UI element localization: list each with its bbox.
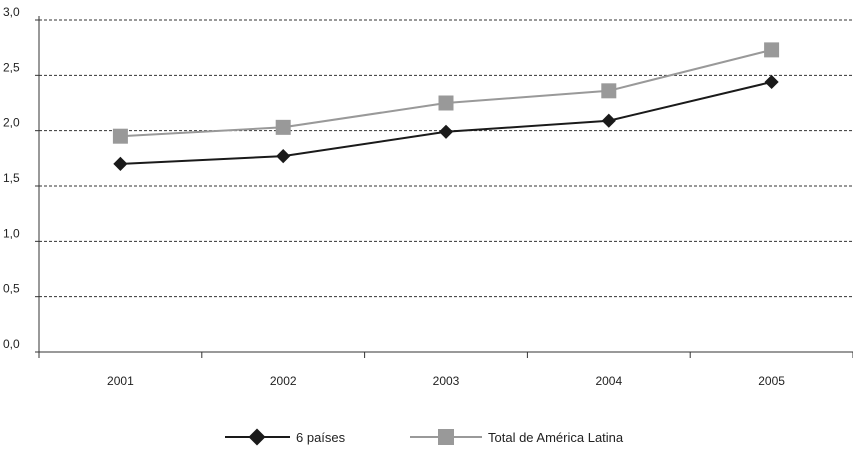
series-layer (112, 42, 780, 171)
data-point-diamond (764, 74, 779, 90)
data-point-diamond (438, 124, 454, 139)
y-tick-label: 2,5 (3, 60, 20, 74)
y-tick-label: 2,0 (3, 116, 20, 130)
legend: 6 países Total de América Latina (225, 428, 624, 446)
legend-marker-6-paises (248, 428, 266, 446)
x-tick-label: 2004 (595, 374, 622, 388)
data-point-square (438, 95, 454, 111)
legend-label-6-paises: 6 países (296, 430, 346, 445)
data-point-square (112, 128, 128, 144)
data-point-square (764, 42, 780, 58)
data-point-diamond (601, 113, 616, 128)
y-tick-label: 0,0 (3, 337, 20, 351)
y-tick-label: 0,5 (3, 282, 20, 296)
x-tick-label: 2001 (107, 374, 134, 388)
data-point-square (275, 119, 291, 135)
data-point-diamond (276, 149, 291, 164)
grid-lines (39, 19, 853, 298)
y-tick-label: 3,0 (3, 5, 20, 19)
x-axis: 2001 2002 2003 2004 2005 (38, 351, 853, 388)
data-point-diamond (113, 156, 128, 171)
series-line-1 (120, 48, 772, 138)
legend-marker-total (438, 429, 454, 445)
y-axis: 0,0 0,5 1,0 1,5 2,0 2,5 3,0 (3, 5, 40, 353)
y-tick-label: 1,0 (3, 226, 20, 240)
y-tick-label: 1,5 (3, 171, 20, 185)
series-line-0 (120, 81, 772, 165)
x-tick-label: 2005 (758, 374, 785, 388)
legend-label-total: Total de América Latina (488, 430, 624, 445)
x-tick-label: 2003 (433, 374, 460, 388)
x-tick-label: 2002 (270, 374, 297, 388)
data-point-square (601, 83, 617, 99)
